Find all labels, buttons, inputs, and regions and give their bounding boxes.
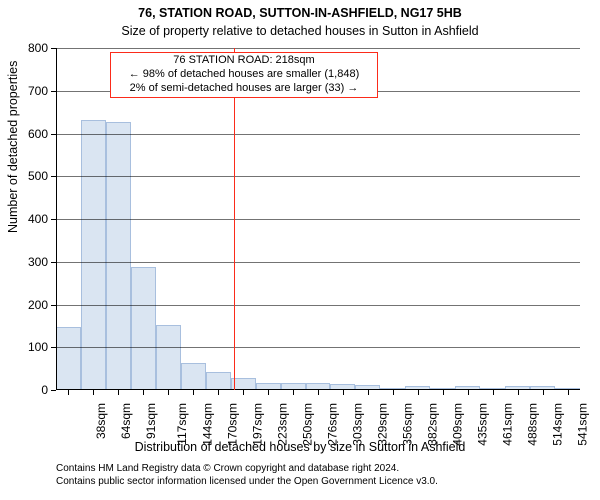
footer-line-1: Contains HM Land Registry data © Crown c… [56,463,399,474]
gridline [56,134,580,135]
y-tick-label: 100 [16,340,48,354]
bar [56,327,81,389]
bar [156,325,181,389]
gridline [56,262,580,263]
x-tick-label: 38sqm [95,403,109,439]
footer-line-2: Contains public sector information licen… [56,476,438,487]
x-tick-label: 117sqm [175,403,189,445]
gridline [56,48,580,49]
x-tick-mark [368,390,369,395]
y-axis-line [56,48,57,390]
y-tick-label: 600 [16,127,48,141]
y-tick-label: 500 [16,169,48,183]
chart-plot-area: 76 STATION ROAD: 218sqm ← 98% of detache… [56,48,580,390]
annotation-line-2: ← 98% of detached houses are smaller (1,… [113,68,375,82]
y-tick-mark [51,305,56,306]
page-subtitle: Size of property relative to detached ho… [0,24,600,38]
x-tick-mark [343,390,344,395]
bar [206,372,231,389]
x-tick-mark [393,390,394,395]
x-tick-mark [543,390,544,395]
y-tick-mark [51,390,56,391]
x-tick-mark [568,390,569,395]
x-tick-mark [243,390,244,395]
bar [106,122,131,389]
gridline [56,176,580,177]
gridline [56,305,580,306]
x-tick-mark [293,390,294,395]
annotation-line-3: 2% of semi-detached houses are larger (3… [113,82,375,96]
x-tick-mark [218,390,219,395]
y-tick-mark [51,219,56,220]
x-tick-mark [268,390,269,395]
x-tick-mark [443,390,444,395]
y-tick-mark [51,48,56,49]
x-tick-mark [118,390,119,395]
x-axis-label: Distribution of detached houses by size … [0,440,600,454]
gridline [56,219,580,220]
x-tick-mark [418,390,419,395]
y-tick-mark [51,134,56,135]
y-tick-mark [51,262,56,263]
y-tick-label: 400 [16,212,48,226]
annotation-line-1: 76 STATION ROAD: 218sqm [113,54,375,68]
y-tick-label: 700 [16,84,48,98]
x-tick-mark [93,390,94,395]
y-tick-mark [51,347,56,348]
x-tick-label: 64sqm [119,403,133,439]
annotation-box: 76 STATION ROAD: 218sqm ← 98% of detache… [110,52,378,98]
y-tick-label: 200 [16,298,48,312]
bar [81,120,106,389]
y-tick-label: 300 [16,255,48,269]
bar [131,267,156,389]
y-tick-mark [51,176,56,177]
y-tick-label: 800 [16,41,48,55]
x-tick-mark [518,390,519,395]
x-tick-mark [143,390,144,395]
x-tick-label: 91sqm [144,403,158,439]
y-tick-label: 0 [16,383,48,397]
x-tick-mark [318,390,319,395]
x-tick-mark [493,390,494,395]
page-title: 76, STATION ROAD, SUTTON-IN-ASHFIELD, NG… [0,6,600,20]
reference-marker-line [234,48,235,390]
gridline [56,347,580,348]
x-tick-mark [468,390,469,395]
y-tick-mark [51,91,56,92]
bar [181,363,206,389]
x-tick-mark [193,390,194,395]
x-tick-mark [68,390,69,395]
x-tick-mark [168,390,169,395]
